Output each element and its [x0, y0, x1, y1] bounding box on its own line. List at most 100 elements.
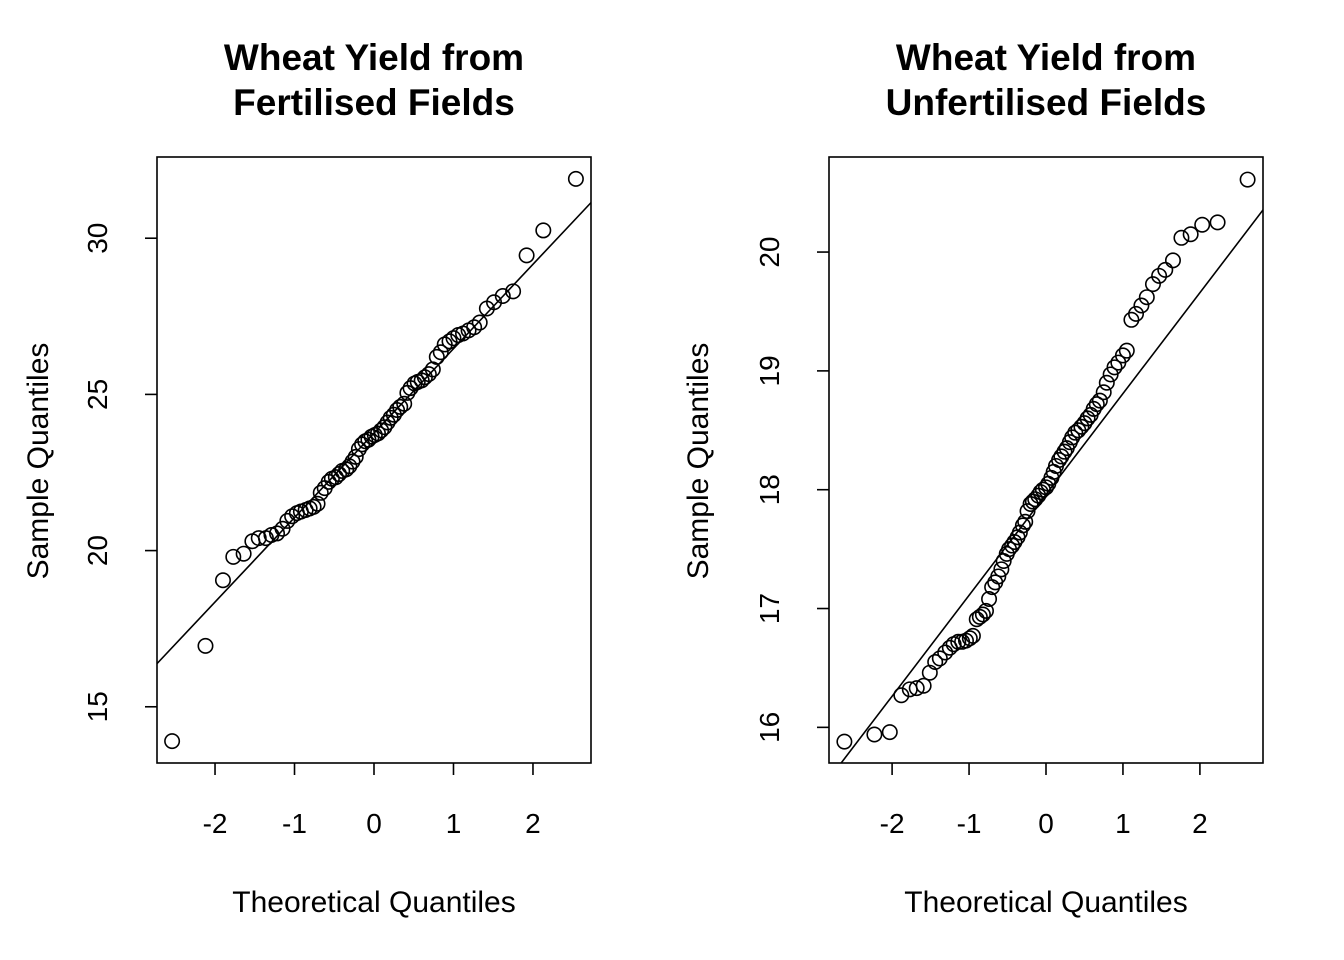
y-tick-label: 16	[754, 712, 785, 743]
data-point	[1088, 396, 1105, 413]
data-point	[432, 344, 449, 361]
data-point	[347, 448, 364, 465]
data-point	[312, 484, 329, 501]
x-tick-label: 0	[366, 808, 382, 839]
data-point	[971, 608, 988, 625]
data-point	[250, 530, 267, 547]
data-point	[993, 561, 1010, 578]
data-point	[225, 548, 242, 565]
data-point	[269, 525, 286, 542]
y-tick-label: 19	[754, 355, 785, 386]
data-point	[235, 545, 252, 562]
x-tick-label: -1	[282, 808, 307, 839]
qq-panel-unfertilised: Wheat Yield from Unfertilised Fields The…	[682, 37, 1264, 919]
y-axis-label: Sample Quantiles	[22, 343, 55, 580]
data-point	[1091, 392, 1108, 409]
data-point	[1144, 276, 1161, 293]
data-point	[950, 633, 967, 650]
data-point	[1073, 418, 1090, 435]
data-point	[445, 330, 462, 347]
x-tick-label: -1	[957, 808, 982, 839]
plot-area-fertilised: -2 -1 0 1 2 15 20 25 30	[82, 156, 592, 839]
data-point	[567, 170, 584, 187]
y-tick-label: 15	[82, 691, 113, 722]
data-point	[1118, 342, 1135, 359]
data-point	[1006, 533, 1023, 550]
x-axis-label: Theoretical Quantiles	[904, 886, 1187, 919]
data-point	[1053, 448, 1070, 465]
data-point	[164, 733, 181, 750]
data-point	[908, 680, 925, 697]
qq-panel-fertilised: Wheat Yield from Fertilised Fields Theor…	[22, 37, 592, 919]
data-point	[1173, 229, 1190, 246]
data-point	[214, 572, 231, 589]
data-point	[881, 724, 898, 741]
data-point	[1095, 384, 1112, 401]
data-point	[428, 348, 445, 365]
x-axis-label: Theoretical Quantiles	[232, 886, 515, 919]
data-point	[274, 520, 291, 537]
data-point	[518, 247, 535, 264]
y-tick-label: 20	[754, 236, 785, 267]
data-point	[1076, 415, 1093, 432]
data-point	[1194, 216, 1211, 233]
x-tick-label: 2	[1192, 808, 1208, 839]
x-tick-label: -2	[203, 808, 228, 839]
data-point	[420, 366, 437, 383]
y-tick-label: 25	[82, 379, 113, 410]
data-point	[1106, 359, 1123, 376]
data-point	[990, 568, 1007, 585]
data-point	[1151, 267, 1168, 284]
data-point	[396, 395, 413, 412]
data-point	[1114, 347, 1131, 364]
data-point	[1209, 214, 1226, 231]
data-point	[836, 733, 853, 750]
x-tick-label: -2	[880, 808, 905, 839]
data-point	[1024, 493, 1041, 510]
plot-area-unfertilised: -2 -1 0 1 2 16 17 18 19 20	[754, 156, 1264, 839]
data-point	[471, 314, 488, 331]
data-point	[964, 627, 981, 644]
data-point	[344, 453, 361, 470]
data-point	[981, 591, 998, 608]
data-point	[197, 637, 214, 654]
data-point	[1017, 513, 1034, 530]
data-point	[931, 650, 948, 667]
data-point	[1182, 226, 1199, 243]
chart-title-line-1: Wheat Yield from	[896, 37, 1196, 78]
data-point	[1085, 400, 1102, 417]
data-point	[1157, 261, 1174, 278]
data-point	[305, 498, 322, 515]
data-point	[284, 508, 301, 525]
y-tick-label: 18	[754, 474, 785, 505]
data-point	[1098, 374, 1115, 391]
data-point	[1019, 503, 1036, 520]
data-point	[927, 653, 944, 670]
y-axis-label: Sample Quantiles	[682, 343, 715, 580]
x-tick-label: 1	[446, 808, 462, 839]
data-point	[466, 319, 483, 336]
x-tick-label: 0	[1038, 808, 1054, 839]
data-point	[1138, 289, 1155, 306]
data-point	[1034, 481, 1051, 498]
y-tick-label: 17	[754, 593, 785, 624]
data-point	[494, 288, 511, 305]
data-point	[535, 222, 552, 239]
data-point	[961, 630, 978, 647]
data-point	[505, 283, 522, 300]
data-point	[309, 495, 326, 512]
data-point	[1004, 537, 1021, 554]
data-point	[1051, 451, 1068, 468]
x-tick-label: 1	[1115, 808, 1131, 839]
chart-title-line-2: Fertilised Fields	[233, 82, 515, 123]
data-point	[866, 726, 883, 743]
data-point	[1038, 479, 1055, 496]
x-tick-label: 2	[525, 808, 541, 839]
chart-title-line-2: Unfertilised Fields	[886, 82, 1207, 123]
data-point	[893, 687, 910, 704]
data-point	[392, 398, 409, 415]
data-point	[974, 606, 991, 623]
data-point	[1067, 424, 1084, 441]
data-point	[1014, 517, 1031, 534]
